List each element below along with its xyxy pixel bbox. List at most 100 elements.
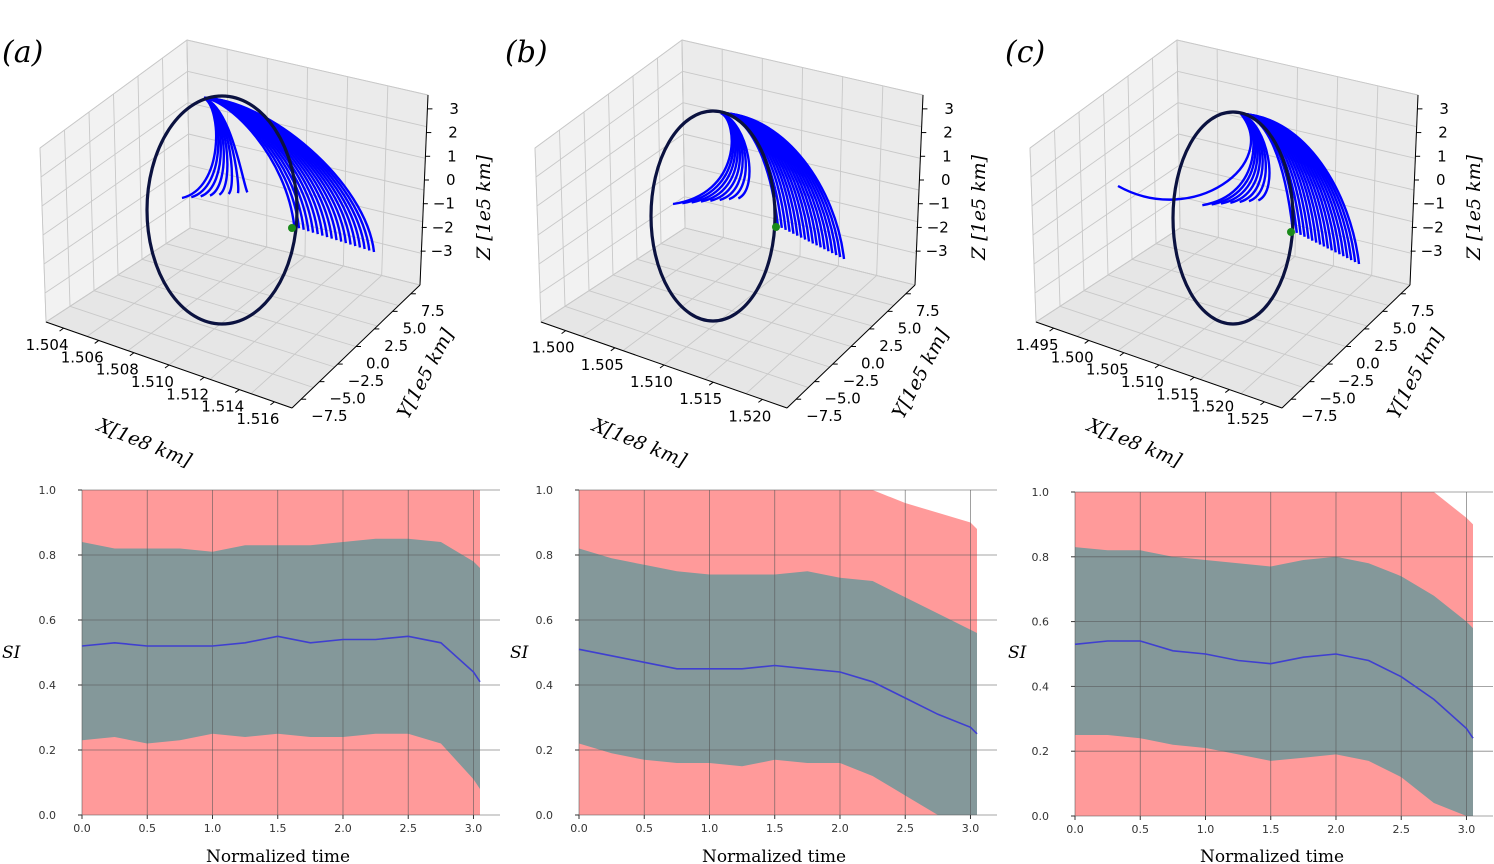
grid-line	[539, 196, 685, 294]
x-tick	[94, 340, 100, 344]
y-tick-label: 0.0	[536, 809, 554, 822]
z-tick-label: 2	[1438, 124, 1448, 142]
grid-line	[1179, 227, 1411, 286]
y-tick-label: 0.2	[1032, 745, 1050, 758]
y-tick-label: −7.5	[806, 407, 842, 425]
x-tick-label: 1.510	[1121, 373, 1164, 391]
y-tick-label: 0.4	[39, 679, 57, 692]
trajectory-line	[1240, 112, 1271, 202]
z-tick-label: 0	[1436, 171, 1446, 189]
y-tick-label: 0.4	[536, 679, 554, 692]
x-tick-label: 1.504	[26, 336, 69, 354]
z-tick-label: −1	[1423, 195, 1445, 213]
x-tick-label: 2.0	[334, 822, 352, 835]
y-tick-label: −2.5	[1338, 372, 1374, 390]
std-band	[579, 548, 977, 815]
x-tick-label: 0.0	[1066, 823, 1084, 836]
x-axis-label: Normalized time	[1200, 847, 1344, 864]
z-tick-label: −1	[433, 195, 455, 213]
y-tick-label: 7.5	[916, 302, 940, 320]
x-tick-label: 3.0	[465, 822, 483, 835]
panel-label: (c)	[1005, 35, 1045, 70]
x-tick	[234, 389, 240, 393]
x-tick-label: 1.5	[1262, 823, 1280, 836]
z-axis-label: Z [1e5 km]	[1463, 154, 1485, 261]
panel-label: (a)	[2, 35, 43, 70]
start-point	[288, 224, 296, 232]
y-tick-label: −5.0	[1319, 390, 1355, 408]
grid-line	[189, 196, 422, 254]
y-tick-label: 0.8	[39, 549, 57, 562]
x-tick	[199, 376, 205, 381]
x-tick-label: 0.5	[1131, 823, 1149, 836]
grid-line	[1035, 227, 1181, 323]
x-tick-label: 1.0	[1197, 823, 1215, 836]
x-tick-label: 0.0	[570, 822, 588, 835]
y-tick-label: 7.5	[421, 302, 445, 320]
x-tick	[1154, 364, 1160, 369]
z-tick-label: 1	[1437, 147, 1447, 165]
y-tick-label: 0.6	[1032, 616, 1050, 629]
x-tick-label: 1.520	[1191, 398, 1234, 416]
x-tick-label: 1.506	[61, 348, 104, 366]
x-tick	[1049, 327, 1054, 332]
chart-area-panel: 0.0 0.5 1.0 1.5 2.0 2.5 3.0 0.0 0.2 0.4 0.6 0.8 1.0 N…	[1008, 486, 1493, 864]
y-axis-label: SI	[510, 643, 529, 663]
y-tick-label: 0.0	[861, 355, 885, 373]
x-tick	[164, 364, 170, 369]
x-tick-label: 2.5	[399, 822, 417, 835]
x-tick-label: 3.0	[962, 822, 980, 835]
y-tick-label: 0.2	[536, 744, 554, 757]
y-tick-label: 1.0	[1032, 486, 1050, 499]
y-tick-label: 0.0	[366, 355, 390, 373]
chart-area-panel: 0.0 0.5 1.0 1.5 2.0 2.5 3.0 0.0 0.2 0.4 0.6 0.8 1.0 N…	[510, 484, 997, 864]
start-point	[772, 223, 780, 231]
trajectory-line	[1117, 113, 1253, 201]
z-tick-label: 2	[448, 124, 458, 142]
grid-line	[44, 196, 190, 294]
y-tick-label: 2.5	[879, 337, 903, 355]
mean-line	[1074, 640, 1474, 739]
y-tick-label: 5.0	[403, 319, 427, 337]
y-tick-label: 0.0	[39, 809, 57, 822]
x-tick	[59, 327, 64, 332]
y-tick-label: 5.0	[898, 319, 922, 337]
z-tick-label: 3	[1439, 100, 1449, 118]
y-tick-label: 0.6	[39, 614, 57, 627]
mean-line	[81, 635, 481, 683]
y-tick-label: −5.0	[329, 390, 365, 408]
x-tick	[758, 398, 763, 403]
x-tick-label: 1.508	[96, 361, 139, 379]
y-tick-label: 1.0	[536, 484, 554, 497]
reference-orbit	[145, 94, 299, 326]
z-axis-line	[1409, 94, 1419, 286]
y-tick-label: −2.5	[348, 372, 384, 390]
x-tick	[561, 330, 566, 335]
grid-line	[1155, 243, 1389, 306]
x-axis-label: X[1e8 km]	[587, 413, 690, 472]
z-tick-label: 3	[944, 100, 954, 118]
z-tick-label: −3	[431, 242, 453, 260]
x-tick-label: 0.5	[138, 822, 156, 835]
grid-line	[189, 227, 421, 286]
x-tick-label: 1.495	[1016, 336, 1059, 354]
z-tick-label: 2	[943, 124, 953, 142]
z-tick-label: 3	[449, 100, 459, 118]
trajectory-line	[203, 96, 249, 193]
trajectory-line	[720, 111, 751, 200]
x-tick	[129, 352, 135, 357]
z-axis-label: Z [1e5 km]	[968, 154, 990, 261]
std-band	[82, 538, 480, 789]
x-tick	[1189, 376, 1195, 381]
z-tick-label: −2	[927, 218, 949, 236]
grid-line	[540, 227, 686, 323]
y-tick-label: 0.8	[536, 549, 554, 562]
start-point	[1287, 228, 1295, 236]
x-tick	[1119, 352, 1125, 357]
x-tick-label: 1.505	[1086, 361, 1129, 379]
x-tick-label: 1.520	[728, 407, 771, 425]
grid-line	[45, 227, 191, 323]
z-tick-label: 0	[941, 171, 951, 189]
x-tick-label: 1.0	[701, 822, 719, 835]
